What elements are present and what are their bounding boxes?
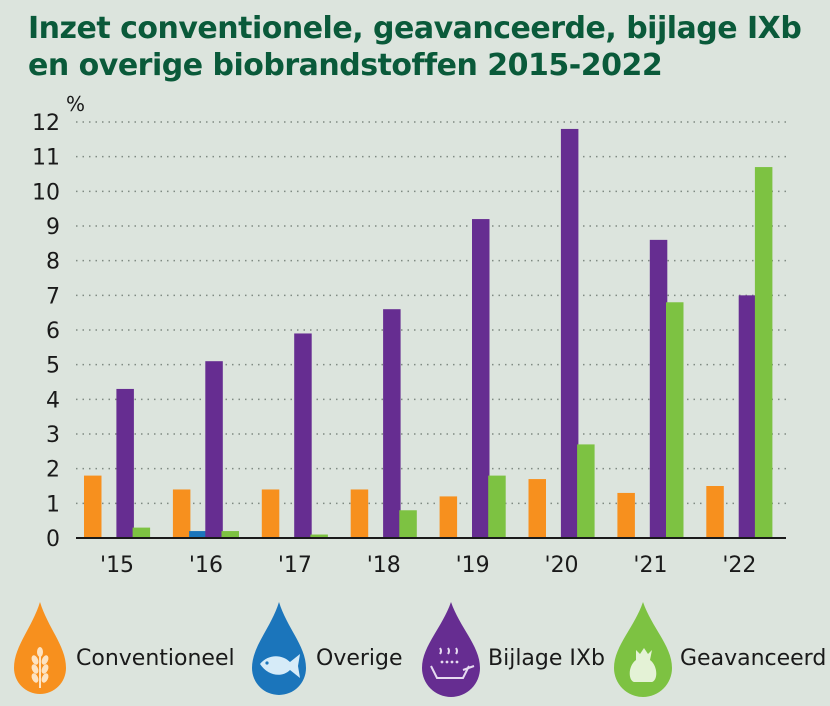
- bar-bijlage-ixb-21: [649, 239, 668, 538]
- x-tick-label: '21: [633, 553, 667, 578]
- frying-pan-icon: [422, 602, 480, 697]
- y-axis-unit: %: [66, 92, 85, 116]
- bar-bijlage-ixb-20: [560, 128, 579, 538]
- bar-conventioneel-16: [172, 489, 191, 538]
- y-tick-label: 0: [46, 527, 60, 552]
- x-tick-label: '18: [367, 553, 401, 578]
- fish-icon: [252, 602, 306, 695]
- legend-label-bijlage-ixb: Bijlage IXb: [488, 646, 605, 671]
- y-tick-label: 2: [46, 458, 60, 483]
- bar-bijlage-ixb-16: [205, 361, 223, 538]
- y-tick-label: 6: [46, 319, 60, 344]
- bar-geavanceerd-22: [754, 167, 773, 539]
- x-tick-label: '22: [722, 553, 756, 578]
- x-tick-label: '15: [100, 553, 134, 578]
- bar-geavanceerd-20: [577, 444, 595, 538]
- bar-geavanceerd-16: [221, 531, 239, 538]
- y-tick-label: 12: [32, 111, 60, 136]
- y-tick-label: 8: [46, 250, 60, 275]
- y-tick-label: 10: [32, 180, 60, 205]
- bar-bijlage-ixb-22: [738, 295, 757, 538]
- bar-conventioneel-18: [350, 489, 369, 538]
- bar-conventioneel-17: [261, 489, 280, 538]
- bar-bijlage-ixb-17: [294, 333, 312, 538]
- x-tick-label: '17: [278, 553, 312, 578]
- bar-bijlage-ixb-18: [383, 309, 401, 538]
- x-tick-label: '16: [189, 553, 223, 578]
- y-tick-label: 7: [46, 284, 60, 309]
- bar-bijlage-ixb-19: [472, 219, 490, 539]
- y-tick-label: 9: [46, 215, 60, 240]
- legend-label-conventioneel: Conventioneel: [76, 646, 235, 671]
- y-tick-label: 4: [46, 388, 60, 413]
- bar-geavanceerd-15: [132, 527, 151, 538]
- bar-geavanceerd-17: [310, 534, 328, 538]
- legend: Conventioneel Overige Bijlage IXb: [0, 598, 830, 706]
- y-tick-label: 5: [46, 354, 60, 379]
- x-tick-label: '19: [456, 553, 490, 578]
- y-tick-label: 11: [32, 146, 60, 171]
- bar-conventioneel-15: [84, 475, 102, 538]
- wheat-icon: [14, 602, 66, 694]
- waste-bag-icon: [614, 602, 672, 697]
- chart-title: Inzet conventionele, geavanceerde, bijla…: [28, 10, 818, 84]
- bar-geavanceerd-21: [666, 302, 684, 538]
- chart-title-line-1: Inzet conventionele, geavanceerde, bijla…: [28, 11, 802, 46]
- legend-label-geavanceerd: Geavanceerd: [680, 646, 827, 671]
- x-tick-label: '20: [545, 553, 579, 578]
- chart-title-line-2: en overige biobrandstoffen 2015-2022: [28, 48, 663, 83]
- y-tick-label: 3: [46, 423, 60, 448]
- y-tick-label: 1: [46, 492, 60, 517]
- legend-drop-bijlage-ixb: [422, 602, 480, 697]
- bar-conventioneel-21: [617, 492, 635, 538]
- bar-geavanceerd-19: [488, 475, 506, 538]
- legend-label-overige: Overige: [316, 646, 403, 671]
- x-axis-ticks: '15 '16 '17 '18 '19 '20 '21 '22: [100, 553, 756, 578]
- bar-overige-16: [189, 531, 207, 538]
- bar-conventioneel-20: [528, 479, 546, 538]
- bar-conventioneel-22: [706, 486, 724, 538]
- bar-conventioneel-19: [439, 496, 458, 538]
- bars: [84, 128, 773, 539]
- bar-geavanceerd-18: [399, 510, 417, 538]
- bar-bijlage-ixb-15: [116, 388, 134, 538]
- legend-drop-overige: [252, 602, 306, 695]
